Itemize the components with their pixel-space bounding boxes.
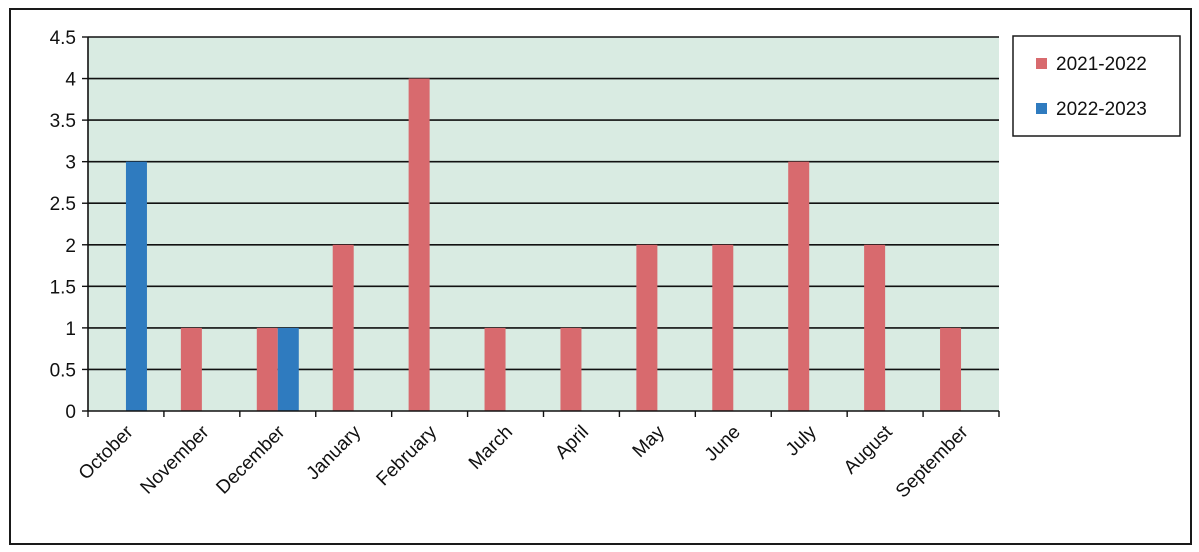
- y-tick-labels: 0 0.5 1 1.5 2 2.5 3 3.5 4 4.5: [50, 28, 77, 423]
- x-tick-label-june: June: [701, 422, 745, 466]
- x-tick-label-may: May: [629, 421, 670, 462]
- x-tick-label-august: August: [840, 421, 897, 478]
- x-tick-label-april: April: [551, 422, 593, 464]
- x-tick-label-february: February: [373, 421, 442, 490]
- x-tick-label-october: October: [75, 421, 138, 484]
- y-tick-label: 4.5: [50, 28, 76, 49]
- legend-swatch-series-1: [1036, 58, 1047, 69]
- bar-february-series-1: [408, 78, 430, 412]
- x-tick-label-january: January: [303, 421, 366, 484]
- bar-september-series-1: [940, 327, 962, 411]
- bar-october-series-2: [125, 161, 147, 411]
- y-tick-label: 2: [65, 236, 76, 257]
- plot-area: [88, 37, 999, 411]
- legend-swatch-series-2: [1036, 103, 1047, 114]
- bar-january-series-1: [332, 244, 354, 411]
- axes: [82, 36, 1000, 417]
- bar-may-series-1: [636, 244, 658, 411]
- y-tick-label: 0.5: [50, 360, 76, 381]
- y-tick-label: 3.5: [50, 111, 76, 132]
- legend-box: [1012, 35, 1181, 137]
- bar-december-series-1: [256, 327, 278, 411]
- bar-december-series-2: [277, 327, 299, 411]
- y-tick-label: 4: [65, 70, 76, 91]
- y-tick-label: 1: [65, 319, 76, 340]
- bar-july-series-1: [788, 161, 810, 411]
- x-tick-label-march: March: [465, 422, 517, 474]
- x-tick-label-december: December: [212, 421, 289, 498]
- y-tick-label: 3: [65, 153, 76, 174]
- bar-august-series-1: [864, 244, 886, 411]
- legend-label-series-1: 2021-2022: [1056, 54, 1147, 75]
- legend: 2021-2022 2022-2023: [1012, 35, 1181, 137]
- gridlines: [88, 36, 999, 371]
- bar-november-series-1: [180, 327, 202, 411]
- y-tick-label: 2.5: [50, 194, 76, 215]
- legend-label-series-2: 2022-2023: [1056, 99, 1147, 120]
- x-tick-label-september: September: [892, 421, 973, 502]
- bar-march-series-1: [484, 327, 506, 411]
- x-tick-label-november: November: [137, 421, 214, 498]
- x-tick-label-july: July: [782, 421, 821, 460]
- y-tick-label: 1.5: [50, 277, 76, 298]
- bar-june-series-1: [712, 244, 734, 411]
- bar-april-series-1: [560, 327, 582, 411]
- bars: [125, 78, 962, 412]
- y-tick-label: 0: [65, 402, 76, 423]
- x-tick-labels: October November December January February Ma…: [75, 421, 973, 502]
